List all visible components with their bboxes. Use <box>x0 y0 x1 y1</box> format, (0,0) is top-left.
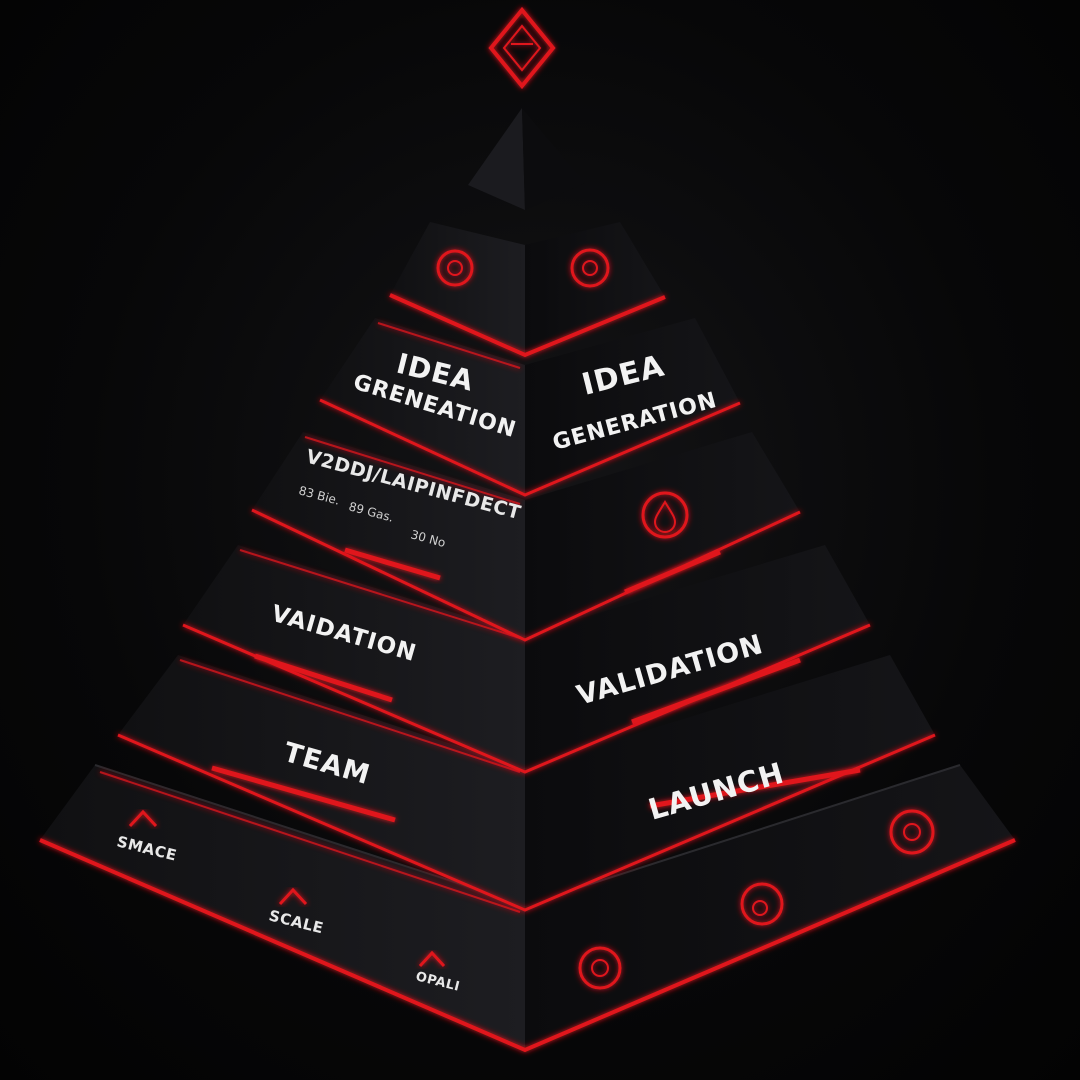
pyramid-apex <box>468 108 585 210</box>
tier-1 <box>390 222 665 355</box>
diamond-emblem-icon <box>491 10 553 86</box>
